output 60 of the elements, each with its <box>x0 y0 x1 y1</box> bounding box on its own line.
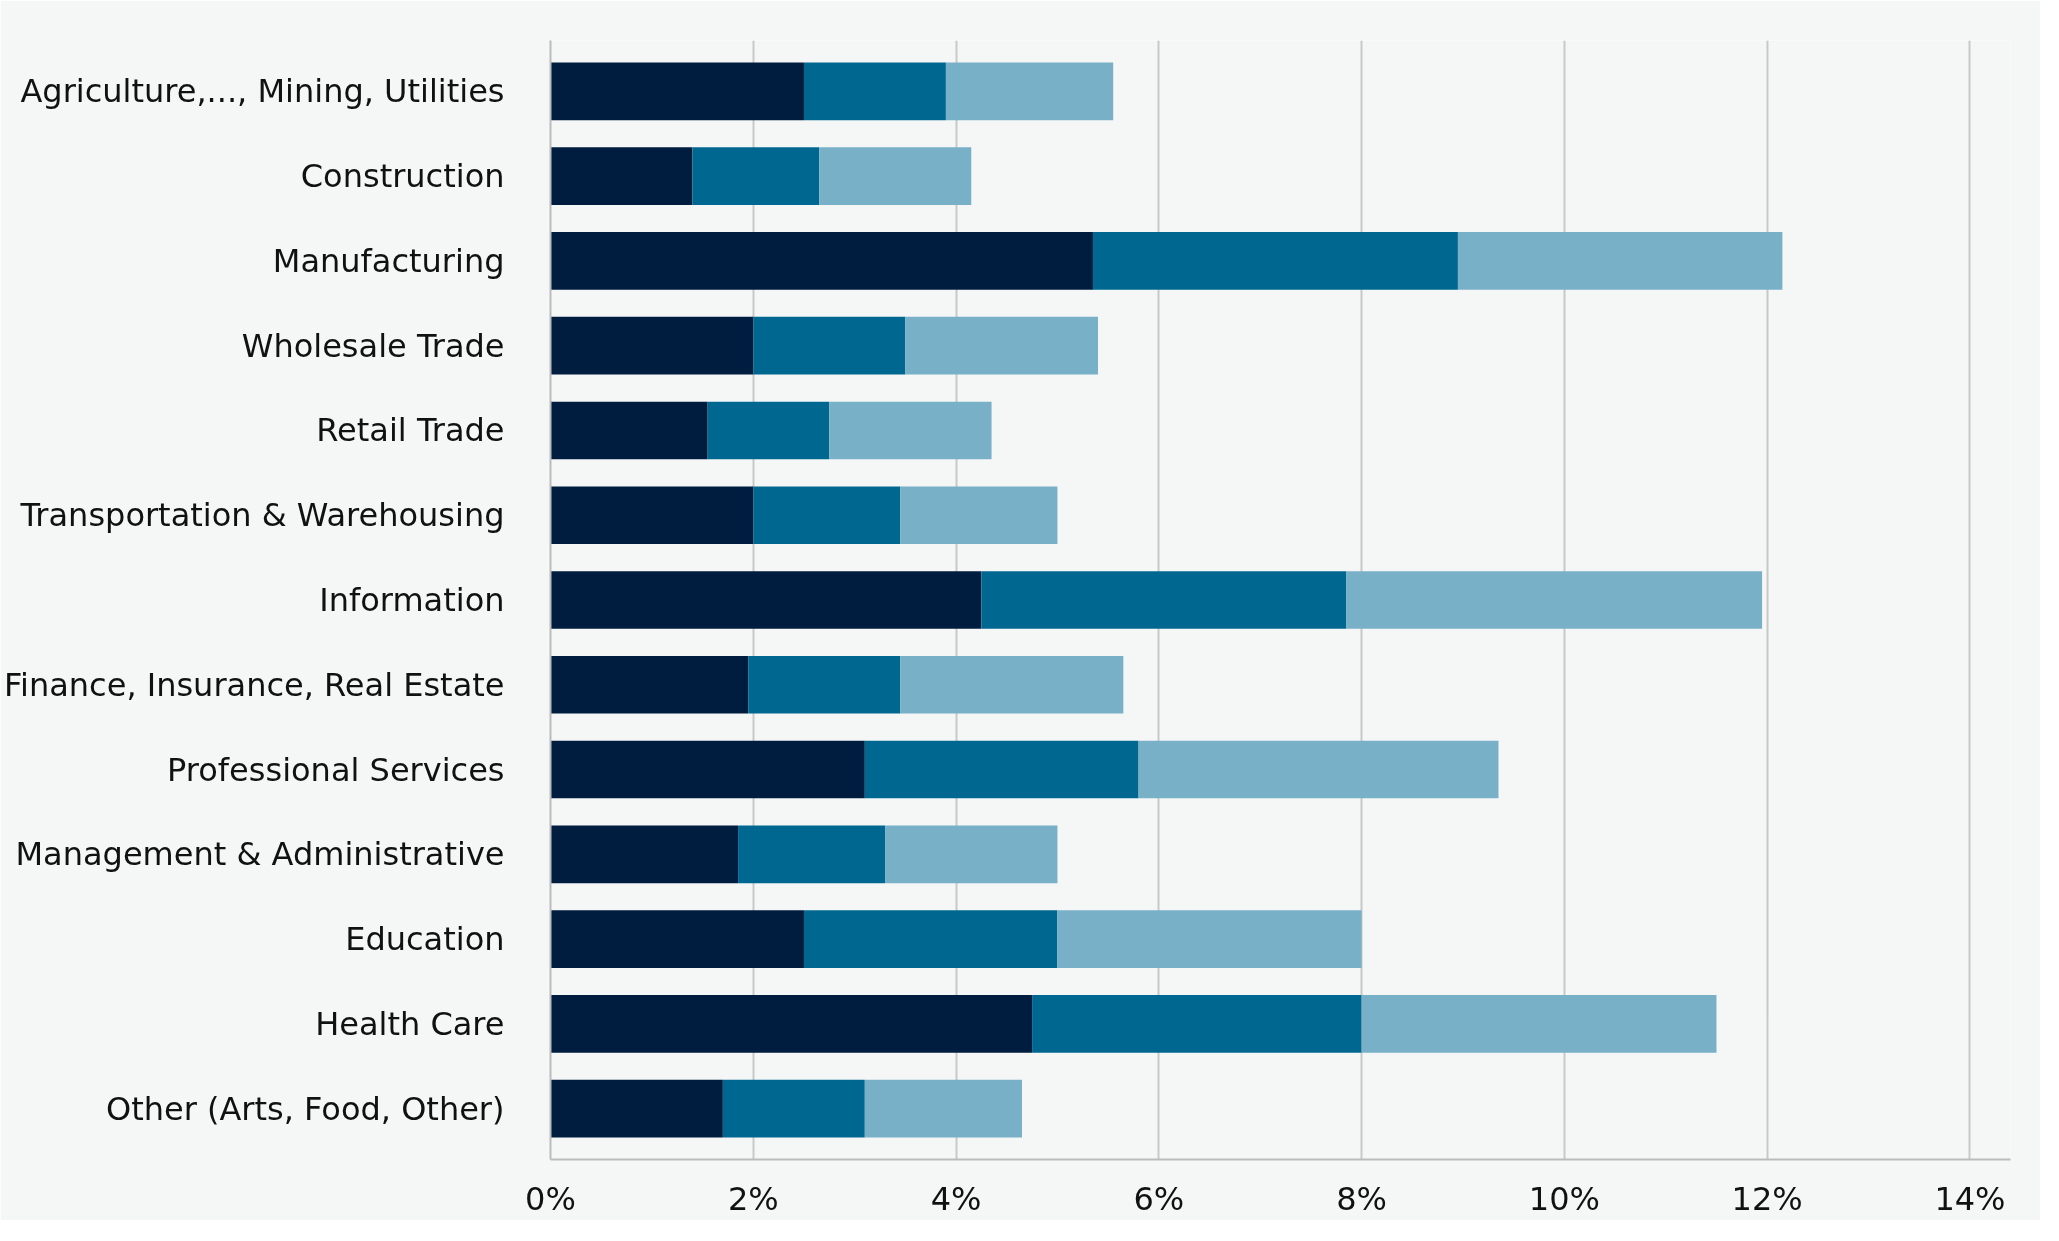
bar <box>1092 232 1458 290</box>
x-tick-label: 4% <box>930 1179 982 1218</box>
bar <box>864 1079 1022 1138</box>
bar <box>550 62 804 121</box>
y-tick-label: Professional Services <box>167 750 505 789</box>
bar <box>905 316 1098 375</box>
bar <box>1032 995 1362 1053</box>
bar <box>692 147 820 205</box>
bar <box>550 655 749 714</box>
bar <box>707 401 830 460</box>
bar <box>803 910 1058 968</box>
x-tick-label: 6% <box>1133 1179 1185 1218</box>
bar <box>748 655 901 714</box>
bar <box>550 740 865 799</box>
x-tick-label: 10% <box>1528 1179 1600 1218</box>
y-tick-label: Health Care <box>315 1004 505 1043</box>
y-tick-label: Transportation & Warehousing <box>19 496 505 535</box>
bar <box>753 316 906 375</box>
y-tick-label: Finance, Insurance, Real Estate <box>3 665 505 704</box>
x-tick-label: 8% <box>1336 1179 1387 1218</box>
bar <box>945 62 1114 121</box>
bar <box>738 825 886 884</box>
bar <box>550 825 739 884</box>
bar <box>550 147 693 205</box>
bar <box>1138 740 1499 799</box>
bar <box>550 571 982 629</box>
bar <box>550 486 754 545</box>
bar <box>819 147 972 205</box>
bar <box>550 316 754 375</box>
bar <box>550 1079 723 1138</box>
y-tick-label: Information <box>319 581 505 619</box>
y-tick-label: Other (Arts, Food, Other) <box>105 1089 505 1128</box>
bar <box>1346 571 1763 629</box>
bar <box>803 62 946 121</box>
bar <box>900 655 1124 714</box>
bar <box>864 740 1139 799</box>
y-tick-label: Agriculture,..., Mining, Utilities <box>20 72 505 111</box>
bar <box>1457 232 1783 290</box>
x-tick-label: 0% <box>525 1179 576 1218</box>
bar <box>550 910 804 968</box>
bar <box>753 486 901 545</box>
x-tick-label: 2% <box>727 1179 779 1218</box>
bar <box>550 995 1033 1053</box>
bar <box>885 825 1058 884</box>
y-tick-label: Construction <box>300 157 505 196</box>
bar <box>981 571 1347 629</box>
x-tick-label: 14% <box>1934 1179 2006 1218</box>
bar <box>550 401 708 460</box>
y-tick-label: Manufacturing <box>272 241 505 280</box>
bar <box>1057 910 1362 968</box>
y-tick-label: Wholesale Trade <box>241 326 505 365</box>
y-tick-label: Education <box>345 920 505 959</box>
bar <box>829 401 992 460</box>
y-tick-label: Retail Trade <box>316 411 505 450</box>
x-tick-label: 12% <box>1731 1179 1803 1218</box>
bar <box>722 1079 865 1138</box>
bar <box>550 232 1093 290</box>
bar <box>900 486 1058 545</box>
y-tick-label: Management & Administrative <box>15 835 505 874</box>
bar <box>1361 995 1717 1053</box>
